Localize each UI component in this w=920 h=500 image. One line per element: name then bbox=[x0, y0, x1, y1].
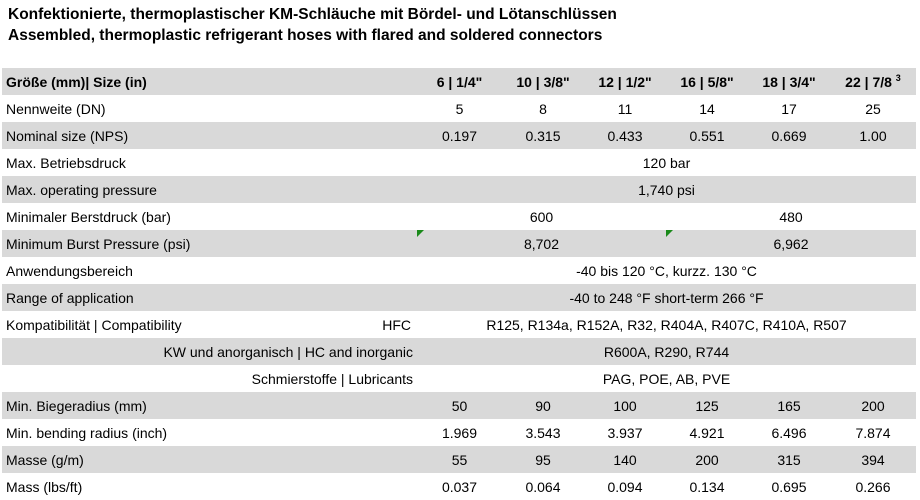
cell-value: 95 bbox=[502, 446, 584, 473]
size-16: 16 | 5/8" bbox=[666, 68, 748, 95]
row-masse: Masse (g/m) 55 95 140 200 315 394 bbox=[2, 446, 916, 473]
size-6: 6 | 1/4" bbox=[417, 68, 502, 95]
spec-table: Größe (mm)| Size (in) 6 | 1/4" 10 | 3/8"… bbox=[2, 68, 916, 500]
row-label: Anwendungsbereich bbox=[6, 262, 133, 279]
row-nominal-size: Nominal size (NPS) 0.197 0.315 0.433 0.5… bbox=[2, 122, 916, 149]
cell-value: 0.551 bbox=[666, 122, 748, 149]
row-lubricants: Schmierstoffe | Lubricants PAG, POE, AB,… bbox=[2, 365, 916, 392]
row-label: Max. Betriebsdruck bbox=[6, 154, 126, 171]
row-burst-pressure: Minimum Burst Pressure (psi) 8,702 6,962 bbox=[2, 230, 916, 257]
row-range-of-application: Range of application -40 to 248 °F short… bbox=[2, 284, 916, 311]
row-label: Kompatibilität | Compatibility bbox=[6, 316, 182, 333]
cell-value: 1.00 bbox=[830, 122, 916, 149]
row-label: Range of application bbox=[2, 284, 417, 311]
cell-value: -40 to 248 °F short-term 266 °F bbox=[417, 284, 916, 311]
row-label: Nominal size (NPS) bbox=[2, 122, 417, 149]
cell-value: 25 bbox=[865, 100, 881, 117]
cell-value: 140 bbox=[584, 446, 666, 473]
compat-label-cell: Kompatibilität | Compatibility HFC bbox=[2, 311, 417, 338]
row-label: Minimaler Berstdruck (bar) bbox=[6, 208, 171, 225]
header-label: Größe (mm)| Size (in) bbox=[2, 68, 417, 95]
row-betriebsdruck: Max. Betriebsdruck 120 bar bbox=[2, 149, 916, 176]
cell-value: 1.969 bbox=[441, 424, 478, 441]
cell-value: R600A, R290, R744 bbox=[417, 338, 916, 365]
title-english: Assembled, thermoplastic refrigerant hos… bbox=[8, 27, 603, 44]
row-bending-radius: Min. bending radius (inch) 1.969 3.543 3… bbox=[2, 419, 916, 446]
cell-value: 17 bbox=[781, 100, 797, 117]
row-label: Nennweite (DN) bbox=[6, 100, 106, 117]
cell-value: 8,702 bbox=[523, 235, 560, 252]
cell-value: 8 bbox=[539, 100, 547, 117]
comment-marker-icon bbox=[417, 230, 424, 237]
row-label: Min. bending radius (inch) bbox=[6, 424, 168, 441]
row-biegeradius: Min. Biegeradius (mm) 50 90 100 125 165 … bbox=[2, 392, 916, 419]
cell-value: 100 bbox=[584, 392, 666, 419]
row-operating-pressure: Max. operating pressure 1,740 psi bbox=[2, 176, 916, 203]
cell-value: 6.496 bbox=[771, 424, 807, 441]
row-compatibility: Kompatibilität | Compatibility HFC R125,… bbox=[2, 311, 916, 338]
size-22-footnote: 3 bbox=[895, 73, 901, 83]
cell-value: 120 bar bbox=[642, 154, 691, 171]
row-label: KW und anorganisch | HC and inorganic bbox=[2, 338, 417, 365]
cell-value: 0.064 bbox=[525, 478, 561, 495]
size-22: 22 | 7/8 bbox=[845, 74, 892, 90]
row-label: Masse (g/m) bbox=[2, 446, 417, 473]
row-hc-inorganic: KW und anorganisch | HC and inorganic R6… bbox=[2, 338, 916, 365]
cell-value: 3.937 bbox=[607, 424, 643, 441]
cell-value: 0.037 bbox=[441, 478, 478, 495]
cell-value: 0.433 bbox=[584, 122, 666, 149]
cell-value-marked: 8,702 bbox=[417, 230, 666, 257]
cell-value: 4.921 bbox=[689, 424, 725, 441]
cell-value: 315 bbox=[748, 446, 830, 473]
cell-value: 0.669 bbox=[748, 122, 830, 149]
size-10: 10 | 3/8" bbox=[502, 68, 584, 95]
cell-value: 14 bbox=[699, 100, 715, 117]
cell-value: 5 bbox=[455, 100, 464, 117]
cell-value: 394 bbox=[830, 446, 916, 473]
cell-value: 90 bbox=[502, 392, 584, 419]
cell-value: 0.266 bbox=[855, 478, 891, 495]
size-22-cell: 22 | 7/8 3 bbox=[830, 68, 916, 95]
cell-value: 0.094 bbox=[607, 478, 643, 495]
row-label: Minimum Burst Pressure (psi) bbox=[2, 230, 417, 257]
size-12: 12 | 1/2" bbox=[584, 68, 666, 95]
header-row: Größe (mm)| Size (in) 6 | 1/4" 10 | 3/8"… bbox=[2, 68, 916, 95]
row-mass: Mass (lbs/ft) 0.037 0.064 0.094 0.134 0.… bbox=[2, 473, 916, 500]
cell-value: R125, R134a, R152A, R32, R404A, R407C, R… bbox=[486, 316, 847, 333]
cell-value: 480 bbox=[779, 208, 803, 225]
cell-value-marked: 6,962 bbox=[666, 230, 916, 257]
cell-value: 11 bbox=[617, 100, 633, 117]
cell-value: 200 bbox=[830, 392, 916, 419]
cell-value: 55 bbox=[417, 446, 502, 473]
row-nennweite: Nennweite (DN) 5 8 11 14 17 25 bbox=[2, 95, 916, 122]
cell-value: 600 bbox=[529, 208, 554, 225]
row-anwendungsbereich: Anwendungsbereich -40 bis 120 °C, kurzz.… bbox=[2, 257, 916, 284]
row-label: Mass (lbs/ft) bbox=[6, 478, 83, 495]
cell-value: 200 bbox=[666, 446, 748, 473]
cell-value: PAG, POE, AB, PVE bbox=[602, 370, 731, 387]
comment-marker-icon bbox=[666, 230, 673, 237]
cell-value: 6,962 bbox=[773, 235, 809, 252]
row-label: Min. Biegeradius (mm) bbox=[2, 392, 417, 419]
cell-value: 3.543 bbox=[525, 424, 561, 441]
cell-value: 7.874 bbox=[855, 424, 891, 441]
size-18: 18 | 3/4" bbox=[748, 68, 830, 95]
title-german: Konfektionierte, thermoplastischer KM-Sc… bbox=[8, 6, 617, 23]
titles: Konfektionierte, thermoplastischer KM-Sc… bbox=[8, 4, 617, 46]
cell-value: -40 bis 120 °C, kurzz. 130 °C bbox=[576, 262, 757, 279]
cell-value: 0.695 bbox=[771, 478, 807, 495]
cell-value: 165 bbox=[748, 392, 830, 419]
cell-value: 1,740 psi bbox=[417, 176, 916, 203]
row-label: Max. operating pressure bbox=[2, 176, 417, 203]
cell-value: 125 bbox=[666, 392, 748, 419]
row-berstdruck: Minimaler Berstdruck (bar) 600 480 bbox=[2, 203, 916, 230]
cell-value: 0.315 bbox=[502, 122, 584, 149]
cell-value: 0.197 bbox=[417, 122, 502, 149]
row-label: Schmierstoffe | Lubricants bbox=[251, 370, 413, 387]
cell-value: 0.134 bbox=[689, 478, 725, 495]
compat-sub-label: HFC bbox=[382, 316, 411, 333]
cell-value: 50 bbox=[417, 392, 502, 419]
